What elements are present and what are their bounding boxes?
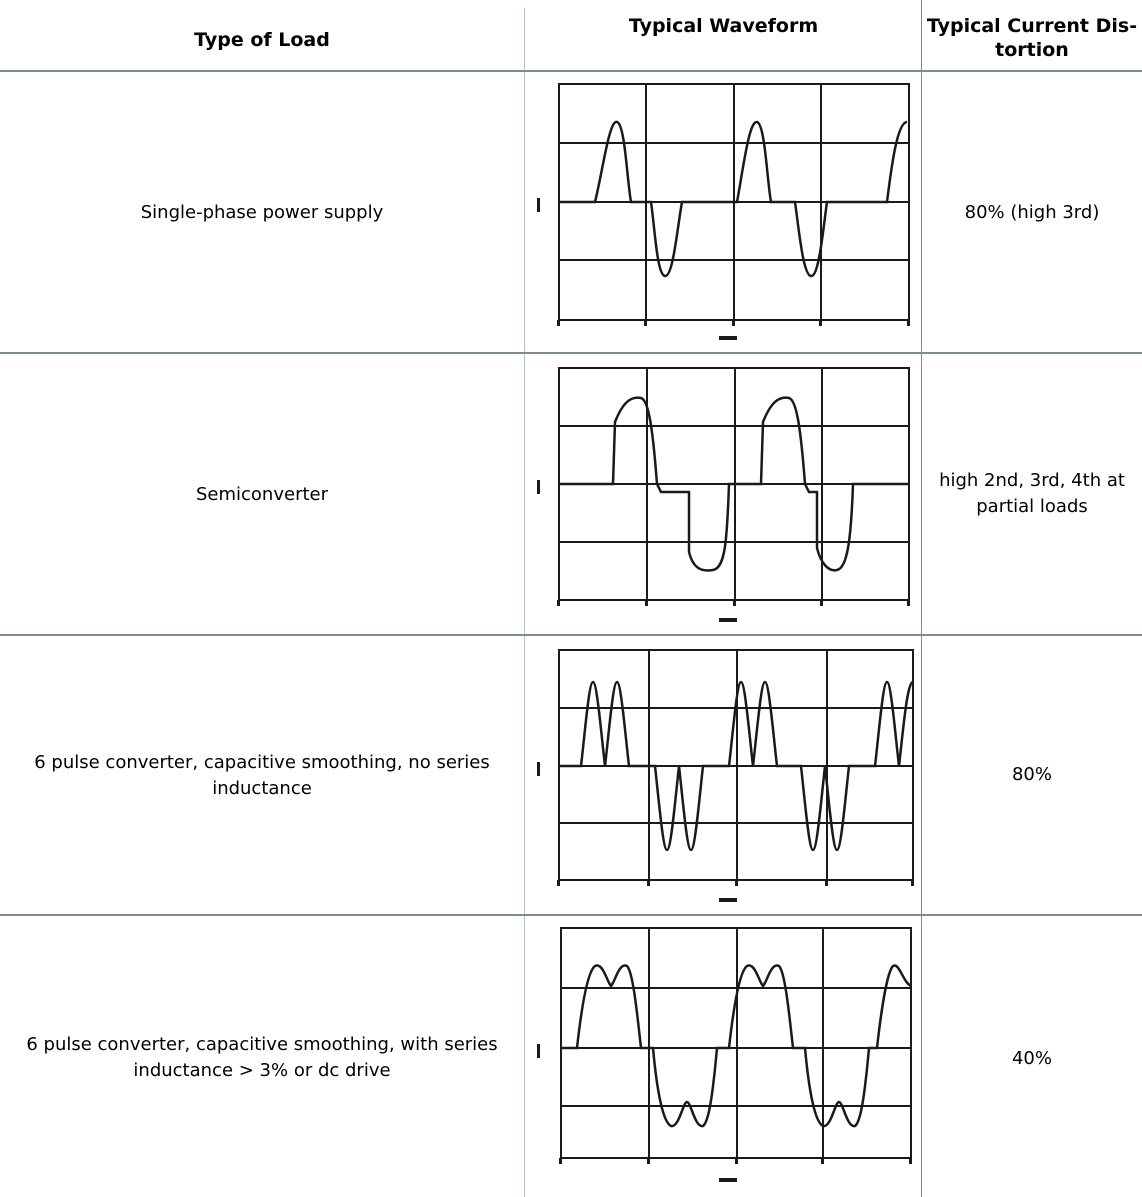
row-3-load: 6 pulse converter, capacitive smoothing,… xyxy=(34,752,490,799)
row-4-distortion: 40% xyxy=(1011,1048,1052,1069)
row-divider-1 xyxy=(0,352,1142,354)
row-divider-header xyxy=(0,70,1142,72)
row-2-distortion: high 2nd, 3rd, 4th at partial loads xyxy=(939,470,1125,517)
row-divider-3 xyxy=(0,914,1142,916)
header-typical-current-distortion: Typical Current Dis-tortion xyxy=(926,15,1138,61)
row-3-distortion: 80% xyxy=(1011,764,1052,785)
row-2-load: Semiconverter xyxy=(195,484,328,505)
single-phase-waveform-icon xyxy=(537,83,910,340)
six-pulse-no-inductance-waveform-icon xyxy=(537,649,915,902)
six-pulse-with-inductance-waveform-icon xyxy=(537,927,912,1182)
column-divider-2 xyxy=(921,0,922,1197)
header-type-of-load: Type of Load xyxy=(194,29,330,51)
row-4-load: 6 pulse converter, capacitive smoothing,… xyxy=(26,1034,498,1081)
row-1-distortion: 80% (high 3rd) xyxy=(964,202,1100,223)
semiconverter-waveform-icon xyxy=(537,367,910,622)
row-divider-2 xyxy=(0,634,1142,636)
column-divider-1 xyxy=(524,8,525,1197)
header-typical-waveform: Typical Waveform xyxy=(628,15,819,37)
row-1-load: Single-phase power supply xyxy=(140,202,384,223)
